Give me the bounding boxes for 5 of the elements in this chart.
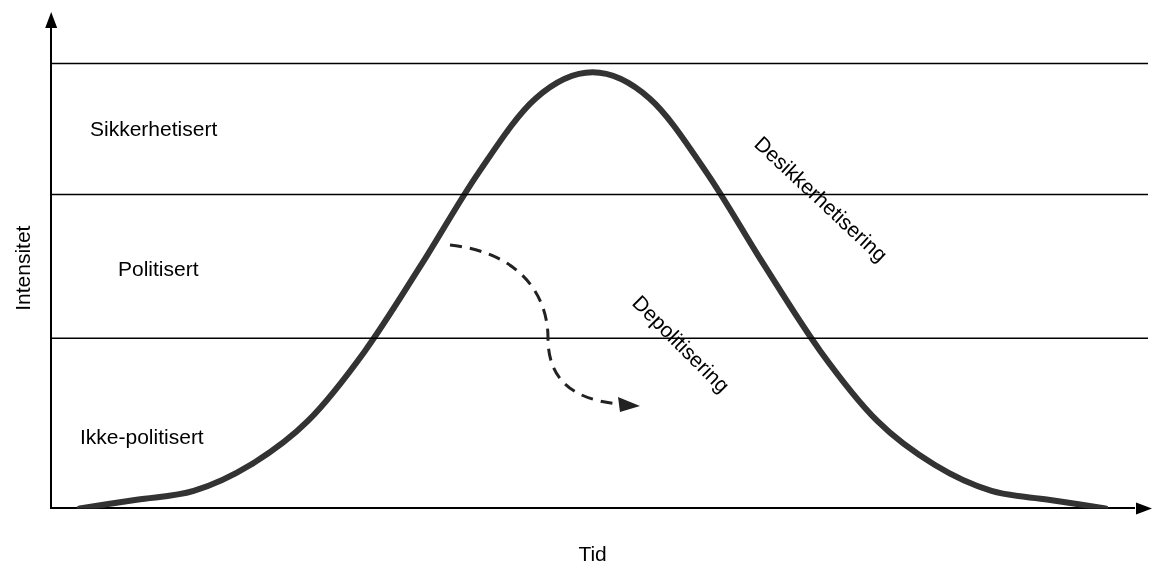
annotation: Ikke-politisert [80,424,204,448]
y-axis-title: Intensitet [11,225,35,311]
annotation: Sikkerhetisert [90,116,218,140]
x-axis-title: Tid [578,542,607,566]
annotation: Politisert [118,256,199,280]
